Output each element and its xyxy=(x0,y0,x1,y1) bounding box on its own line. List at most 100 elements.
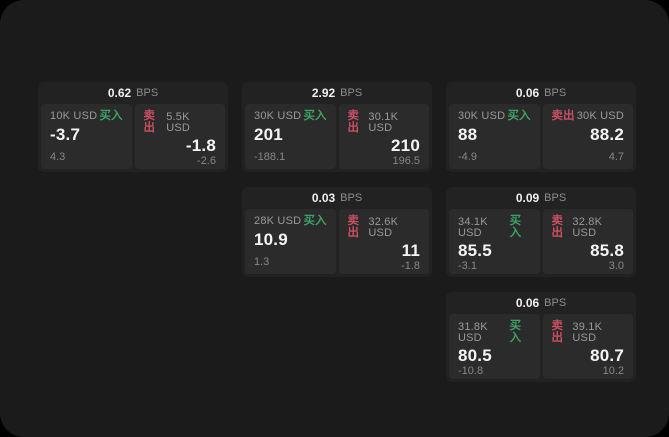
buy-amount: 31.8K USD xyxy=(458,320,488,344)
quote-panels: 30K USD 买入 88 -4.9 卖出 30K USD 88.2 4.7 xyxy=(449,104,633,169)
spread-header: 0.03 BPS xyxy=(245,187,429,209)
buy-side-label: 买入 xyxy=(509,215,522,239)
buy-price: 10.9 xyxy=(254,229,288,249)
sell-panel[interactable]: 卖出 32.8K USD 85.8 3.0 xyxy=(542,209,633,274)
quotes-grid: 0.62 BPS 10K USD 买入 -3.7 4.3 卖出 5.5K USD xyxy=(38,82,636,382)
spread-value: 2.92 xyxy=(311,86,336,100)
buy-side-label: 买入 xyxy=(509,320,522,344)
spread-unit: BPS xyxy=(544,192,567,204)
sell-panel[interactable]: 卖出 5.5K USD -1.8 -2.6 xyxy=(134,104,225,169)
sell-amount: 39.1K USD xyxy=(572,320,603,344)
buy-side-label: 买入 xyxy=(303,110,327,122)
spread-value: 0.62 xyxy=(107,86,132,100)
buy-panel[interactable]: 30K USD 买入 88 -4.9 xyxy=(449,104,540,169)
buy-delta: -188.1 xyxy=(254,151,286,163)
sell-top-row: 卖出 30K USD xyxy=(552,110,625,123)
sell-price: 85.8 xyxy=(590,241,624,260)
buy-panel[interactable]: 34.1K USD 买入 85.5 -3.1 xyxy=(449,209,540,274)
sell-side-label: 卖出 xyxy=(347,110,360,134)
sell-price: 88.2 xyxy=(590,124,624,144)
sell-amount: 32.8K USD xyxy=(572,215,603,239)
buy-panel[interactable]: 30K USD 买入 201 -188.1 xyxy=(245,104,336,169)
spread-unit: BPS xyxy=(136,87,159,99)
buy-top-row: 28K USD 买入 xyxy=(254,215,327,228)
sell-side-label: 卖出 xyxy=(143,110,156,134)
sell-top-row: 卖出 39.1K USD xyxy=(551,320,625,344)
quote-panels: 31.8K USD 买入 80.5 -10.8 卖出 39.1K USD 80.… xyxy=(449,314,633,379)
quote-card: 0.62 BPS 10K USD 买入 -3.7 4.3 卖出 5.5K USD xyxy=(38,82,228,172)
buy-delta: -4.9 xyxy=(458,151,477,163)
sell-panel[interactable]: 卖出 39.1K USD 80.7 10.2 xyxy=(542,314,633,379)
spread-header: 2.92 BPS xyxy=(245,82,429,104)
buy-delta: -3.1 xyxy=(458,259,477,272)
spread-value: 0.06 xyxy=(515,296,540,310)
spread-header: 0.09 BPS xyxy=(449,187,633,209)
sell-price: 210 xyxy=(391,136,420,155)
spread-header: 0.62 BPS xyxy=(41,82,225,104)
buy-price: 88 xyxy=(458,124,478,144)
sell-panel[interactable]: 卖出 30.1K USD 210 196.5 xyxy=(338,104,429,169)
spread-header: 0.06 BPS xyxy=(449,82,633,104)
sell-amount: 30.1K USD xyxy=(368,110,399,134)
sell-panel[interactable]: 卖出 32.6K USD 11 -1.8 xyxy=(338,209,429,274)
sell-amount: 5.5K USD xyxy=(166,110,191,134)
spread-value: 0.06 xyxy=(515,86,540,100)
quote-panels: 34.1K USD 买入 85.5 -3.1 卖出 32.8K USD 85.8… xyxy=(449,209,633,274)
sell-delta: 196.5 xyxy=(392,154,420,167)
quote-card: 0.09 BPS 34.1K USD 买入 85.5 -3.1 卖出 32.8K… xyxy=(446,187,636,277)
sell-top-row: 卖出 32.8K USD xyxy=(551,215,625,239)
sell-price: 11 xyxy=(401,241,420,260)
buy-delta: 1.3 xyxy=(254,256,270,268)
sell-delta: 4.7 xyxy=(608,151,624,163)
spread-value: 0.03 xyxy=(311,191,336,205)
sell-amount: 32.6K USD xyxy=(368,215,399,239)
buy-panel[interactable]: 10K USD 买入 -3.7 4.3 xyxy=(41,104,132,169)
spread-header: 0.06 BPS xyxy=(449,292,633,314)
sell-top-row: 卖出 5.5K USD xyxy=(143,110,217,134)
buy-top-row: 30K USD 买入 xyxy=(254,110,327,123)
quote-panels: 28K USD 买入 10.9 1.3 卖出 32.6K USD 11 -1.8 xyxy=(245,209,429,274)
buy-side-label: 买入 xyxy=(99,110,123,122)
buy-amount: 30K USD xyxy=(254,110,302,123)
buy-delta: 4.3 xyxy=(50,151,66,163)
sell-top-row: 卖出 30.1K USD xyxy=(347,110,421,134)
sell-delta: 3.0 xyxy=(608,259,624,272)
quote-card: 0.03 BPS 28K USD 买入 10.9 1.3 卖出 32.6K US… xyxy=(242,187,432,277)
buy-top-row: 34.1K USD 买入 xyxy=(458,215,531,239)
quote-panels: 30K USD 买入 201 -188.1 卖出 30.1K USD 210 1… xyxy=(245,104,429,169)
sell-delta: 10.2 xyxy=(602,364,624,377)
buy-delta: -10.8 xyxy=(458,364,484,377)
sell-top-row: 卖出 32.6K USD xyxy=(347,215,421,239)
sell-amount: 30K USD xyxy=(576,110,624,123)
spread-unit: BPS xyxy=(544,87,567,99)
buy-price: 85.5 xyxy=(458,241,492,260)
sell-side-label: 卖出 xyxy=(347,215,360,239)
spread-unit: BPS xyxy=(544,297,567,309)
sell-delta: -1.8 xyxy=(401,259,420,272)
quote-panels: 10K USD 买入 -3.7 4.3 卖出 5.5K USD -1.8 -2.… xyxy=(41,104,225,169)
sell-price: 80.7 xyxy=(590,346,624,365)
spread-unit: BPS xyxy=(340,192,363,204)
buy-top-row: 31.8K USD 买入 xyxy=(458,320,531,344)
quote-card: 0.06 BPS 31.8K USD 买入 80.5 -10.8 卖出 39.1… xyxy=(446,292,636,382)
quote-card: 2.92 BPS 30K USD 买入 201 -188.1 卖出 30.1K … xyxy=(242,82,432,172)
buy-amount: 28K USD xyxy=(254,215,302,228)
buy-panel[interactable]: 28K USD 买入 10.9 1.3 xyxy=(245,209,336,274)
spread-value: 0.09 xyxy=(515,191,540,205)
sell-panel[interactable]: 卖出 30K USD 88.2 4.7 xyxy=(542,104,633,169)
buy-amount: 34.1K USD xyxy=(458,215,488,239)
buy-top-row: 30K USD 买入 xyxy=(458,110,531,123)
sell-side-label: 卖出 xyxy=(551,320,564,344)
quote-card: 0.06 BPS 30K USD 买入 88 -4.9 卖出 30K USD xyxy=(446,82,636,172)
sell-price: -1.8 xyxy=(185,136,216,155)
buy-price: -3.7 xyxy=(50,124,81,144)
spread-unit: BPS xyxy=(340,87,363,99)
sell-side-label: 卖出 xyxy=(551,215,564,239)
buy-panel[interactable]: 31.8K USD 买入 80.5 -10.8 xyxy=(449,314,540,379)
buy-side-label: 买入 xyxy=(507,110,531,122)
buy-amount: 30K USD xyxy=(458,110,506,123)
sell-delta: -2.6 xyxy=(197,154,216,167)
buy-price: 201 xyxy=(254,124,283,144)
